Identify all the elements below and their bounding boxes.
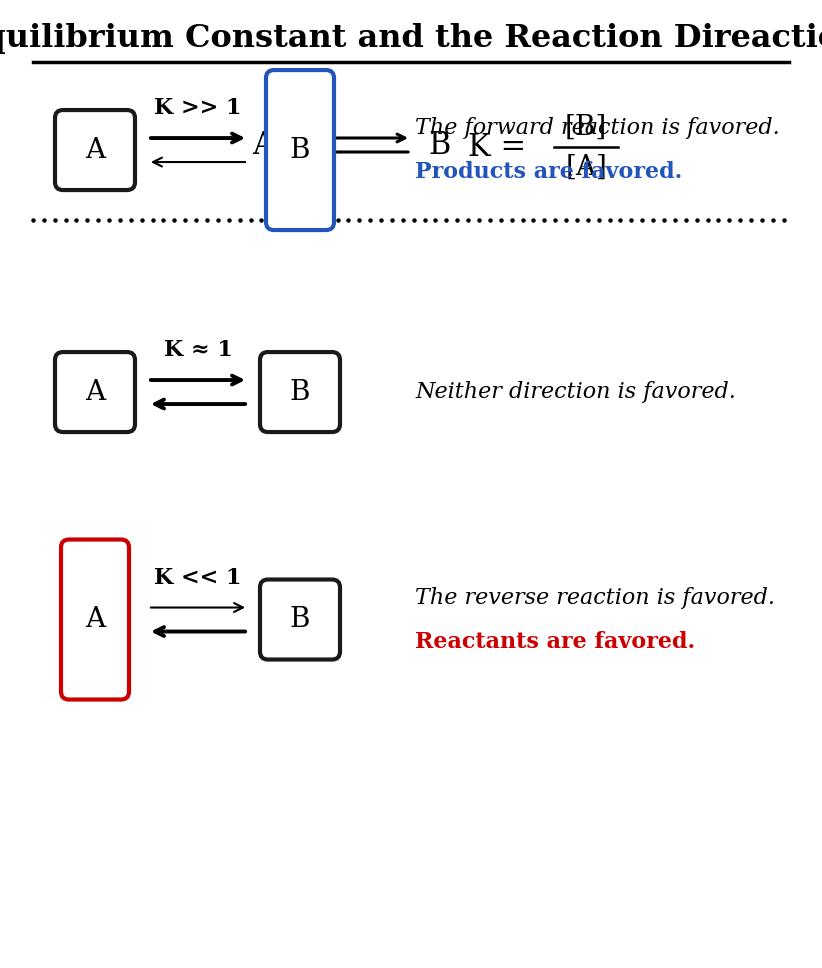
Text: B: B <box>428 130 451 161</box>
Text: A: A <box>85 606 105 633</box>
FancyBboxPatch shape <box>260 580 340 659</box>
Text: K =: K = <box>468 132 526 163</box>
FancyBboxPatch shape <box>61 539 129 700</box>
Text: B: B <box>289 136 310 164</box>
Text: [A]: [A] <box>566 154 607 180</box>
Text: K >> 1: K >> 1 <box>155 97 242 119</box>
FancyBboxPatch shape <box>266 70 334 230</box>
FancyBboxPatch shape <box>55 110 135 190</box>
Text: K ≈ 1: K ≈ 1 <box>164 339 233 361</box>
Text: Neither direction is favored.: Neither direction is favored. <box>415 381 736 403</box>
Text: The forward reaction is favored.: The forward reaction is favored. <box>415 117 780 139</box>
Text: A: A <box>85 136 105 164</box>
FancyBboxPatch shape <box>260 352 340 432</box>
FancyBboxPatch shape <box>55 352 135 432</box>
Text: Reactants are favored.: Reactants are favored. <box>415 630 695 652</box>
Text: Products are favored.: Products are favored. <box>415 161 682 183</box>
Text: A: A <box>85 378 105 406</box>
Text: B: B <box>289 378 310 406</box>
Text: B: B <box>289 606 310 633</box>
Text: A: A <box>252 130 274 161</box>
Text: Equilibrium Constant and the Reaction Direaction: Equilibrium Constant and the Reaction Di… <box>0 22 822 53</box>
Text: [B]: [B] <box>565 113 607 140</box>
Text: K << 1: K << 1 <box>155 566 242 589</box>
Text: The reverse reaction is favored.: The reverse reaction is favored. <box>415 587 775 609</box>
